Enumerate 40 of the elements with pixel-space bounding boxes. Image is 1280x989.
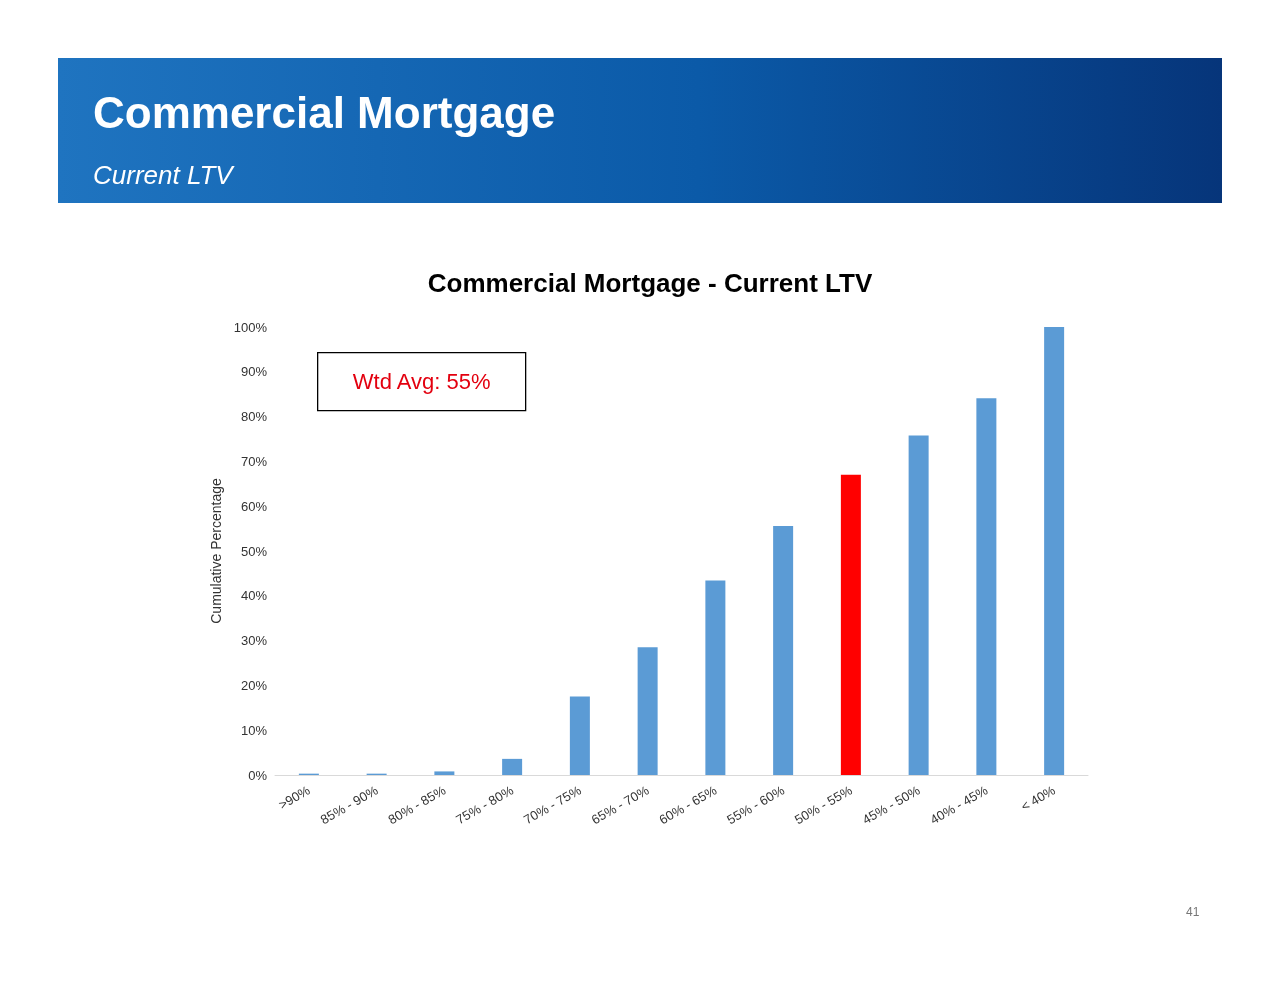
x-tick-label: 50% - 55% bbox=[792, 782, 856, 828]
x-tick-label: 85% - 90% bbox=[317, 782, 381, 828]
y-tick-label: 50% bbox=[240, 543, 268, 559]
y-tick-label: 40% bbox=[240, 588, 268, 604]
chart-subtitle: Current LTV bbox=[93, 160, 233, 191]
text: Commercial Mortgage - Current LTV bbox=[427, 268, 873, 298]
y-tick-label: 60% bbox=[240, 498, 268, 514]
bar bbox=[773, 525, 794, 775]
y-tick-label: 10% bbox=[240, 722, 268, 738]
x-tick-label: 65% - 70% bbox=[588, 782, 652, 828]
header-banner: Commercial Mortgage Current LTV bbox=[58, 58, 1222, 203]
y-axis-title: Cumulative Percentage bbox=[207, 478, 224, 624]
bar bbox=[502, 758, 523, 775]
text: 41 bbox=[1186, 905, 1200, 919]
x-tick-label: >90% bbox=[276, 782, 314, 813]
bar bbox=[569, 696, 590, 775]
x-tick-label: 80% - 85% bbox=[385, 782, 449, 828]
bar bbox=[840, 474, 861, 775]
y-tick-label: 20% bbox=[240, 677, 268, 693]
x-tick-label: 45% - 50% bbox=[859, 782, 923, 828]
y-tick-label: 70% bbox=[240, 453, 268, 469]
y-tick-label: 30% bbox=[240, 633, 268, 649]
x-tick-label: < 40% bbox=[1018, 782, 1059, 815]
y-tick-label: 0% bbox=[248, 767, 268, 783]
y-tick-label: 80% bbox=[240, 409, 268, 425]
bar bbox=[908, 435, 929, 775]
x-tick-label: 60% - 65% bbox=[656, 782, 720, 828]
bar bbox=[434, 771, 455, 775]
bar bbox=[637, 647, 658, 775]
bar bbox=[1044, 327, 1065, 775]
bar bbox=[705, 580, 726, 775]
annotation: Wtd Avg: 55% bbox=[352, 369, 491, 395]
chart-title: Commercial Mortgage bbox=[93, 88, 556, 138]
y-tick-label: 100% bbox=[233, 319, 268, 335]
x-tick-label: 55% - 60% bbox=[724, 782, 788, 828]
x-tick-label: 75% - 80% bbox=[453, 782, 517, 828]
x-tick-label: 40% - 45% bbox=[927, 782, 991, 828]
bar bbox=[976, 398, 997, 775]
y-tick-label: 90% bbox=[240, 364, 268, 380]
x-tick-label: 70% - 75% bbox=[521, 782, 585, 828]
